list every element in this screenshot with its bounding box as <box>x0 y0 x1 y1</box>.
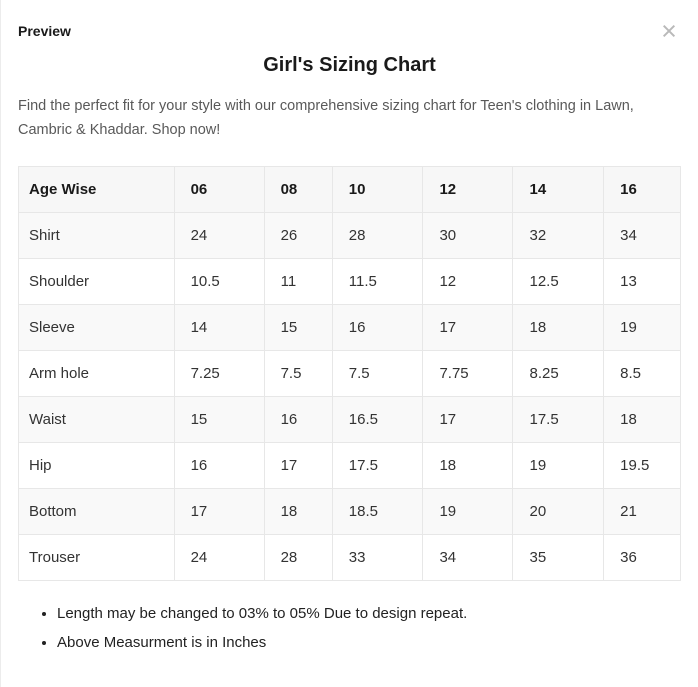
size-value-cell: 34 <box>603 212 681 259</box>
table-row: Trouser 24 28 33 34 35 36 <box>18 534 681 581</box>
size-value-cell: 26 <box>263 212 333 259</box>
size-value-cell: 17 <box>422 304 514 351</box>
size-value-cell: 35 <box>512 534 605 581</box>
size-value-cell: 17.5 <box>331 442 424 489</box>
size-value-cell: 8.25 <box>512 350 605 397</box>
description-text: Find the perfect fit for your style with… <box>18 98 634 138</box>
table-row: Shoulder 10.5 11 11.5 12 12.5 13 <box>18 258 681 305</box>
column-header: 06 <box>173 166 265 213</box>
size-value-cell: 16 <box>263 396 333 443</box>
size-value-cell: 15 <box>263 304 333 351</box>
modal-header: Preview × <box>18 16 681 46</box>
size-value-cell: 34 <box>422 534 514 581</box>
size-value-cell: 24 <box>173 534 265 581</box>
table-row: Bottom 17 18 18.5 19 20 21 <box>18 488 681 535</box>
size-value-cell: 16.5 <box>331 396 424 443</box>
size-value-cell: 19 <box>603 304 681 351</box>
size-value-cell: 12 <box>422 258 514 305</box>
size-value-cell: 32 <box>512 212 605 259</box>
size-value-cell: 16 <box>331 304 424 351</box>
size-value-cell: 33 <box>331 534 424 581</box>
size-value-cell: 24 <box>173 212 265 259</box>
row-label: Waist <box>18 396 175 443</box>
size-value-cell: 15 <box>173 396 265 443</box>
size-value-cell: 17 <box>422 396 514 443</box>
page-title: Girl's Sizing Chart <box>263 54 436 76</box>
size-value-cell: 28 <box>263 534 333 581</box>
size-value-cell: 19.5 <box>603 442 681 489</box>
row-label: Hip <box>18 442 175 489</box>
size-value-cell: 12.5 <box>512 258 605 305</box>
table-row: Hip 16 17 17.5 18 19 19.5 <box>18 442 681 489</box>
column-header: 14 <box>512 166 605 213</box>
row-label: Shoulder <box>18 258 175 305</box>
sizing-table: Age Wise 06 08 10 12 14 16 Shirt 24 26 28 30 32 34 Sh… <box>18 166 681 581</box>
size-value-cell: 7.75 <box>422 350 514 397</box>
table-body: Shirt 24 26 28 30 32 34 Shoulder 10.5 11 11.5 12 12.… <box>18 212 681 581</box>
size-value-cell: 36 <box>603 534 681 581</box>
size-value-cell: 20 <box>512 488 605 535</box>
table-row: Sleeve 14 15 16 17 18 19 <box>18 304 681 351</box>
size-value-cell: 21 <box>603 488 681 535</box>
row-label: Arm hole <box>18 350 175 397</box>
row-label: Bottom <box>18 488 175 535</box>
close-icon[interactable]: × <box>661 16 677 46</box>
note-item: Length may be changed to 03% to 05% Due … <box>57 604 681 624</box>
column-header: 12 <box>422 166 514 213</box>
size-value-cell: 18 <box>263 488 333 535</box>
note-item: Above Measurment is in Inches <box>57 633 681 653</box>
size-value-cell: 11.5 <box>331 258 424 305</box>
size-value-cell: 28 <box>331 212 424 259</box>
size-value-cell: 17 <box>263 442 333 489</box>
row-label: Shirt <box>18 212 175 259</box>
size-value-cell: 17.5 <box>512 396 605 443</box>
size-value-cell: 11 <box>263 258 333 305</box>
size-value-cell: 19 <box>422 488 514 535</box>
size-value-cell: 18 <box>512 304 605 351</box>
notes-list: Length may be changed to 03% to 05% Due … <box>18 604 681 653</box>
size-value-cell: 18 <box>422 442 514 489</box>
column-header: Age Wise <box>18 166 175 213</box>
size-value-cell: 13 <box>603 258 681 305</box>
row-label: Trouser <box>18 534 175 581</box>
size-value-cell: 18.5 <box>331 488 424 535</box>
size-value-cell: 30 <box>422 212 514 259</box>
column-header: 08 <box>263 166 333 213</box>
size-value-cell: 8.5 <box>603 350 681 397</box>
table-row: Waist 15 16 16.5 17 17.5 18 <box>18 396 681 443</box>
size-value-cell: 10.5 <box>173 258 265 305</box>
size-value-cell: 14 <box>173 304 265 351</box>
table-row: Arm hole 7.25 7.5 7.5 7.75 8.25 8.5 <box>18 350 681 397</box>
modal-title: Preview <box>18 23 71 39</box>
size-value-cell: 18 <box>603 396 681 443</box>
size-value-cell: 16 <box>173 442 265 489</box>
size-value-cell: 17 <box>173 488 265 535</box>
table-row: Shirt 24 26 28 30 32 34 <box>18 212 681 259</box>
row-label: Sleeve <box>18 304 175 351</box>
column-header: 10 <box>331 166 424 213</box>
size-value-cell: 7.5 <box>331 350 424 397</box>
table-header-row: Age Wise 06 08 10 12 14 16 <box>18 166 681 213</box>
size-value-cell: 19 <box>512 442 605 489</box>
column-header: 16 <box>603 166 681 213</box>
size-value-cell: 7.25 <box>173 350 265 397</box>
size-value-cell: 7.5 <box>263 350 333 397</box>
